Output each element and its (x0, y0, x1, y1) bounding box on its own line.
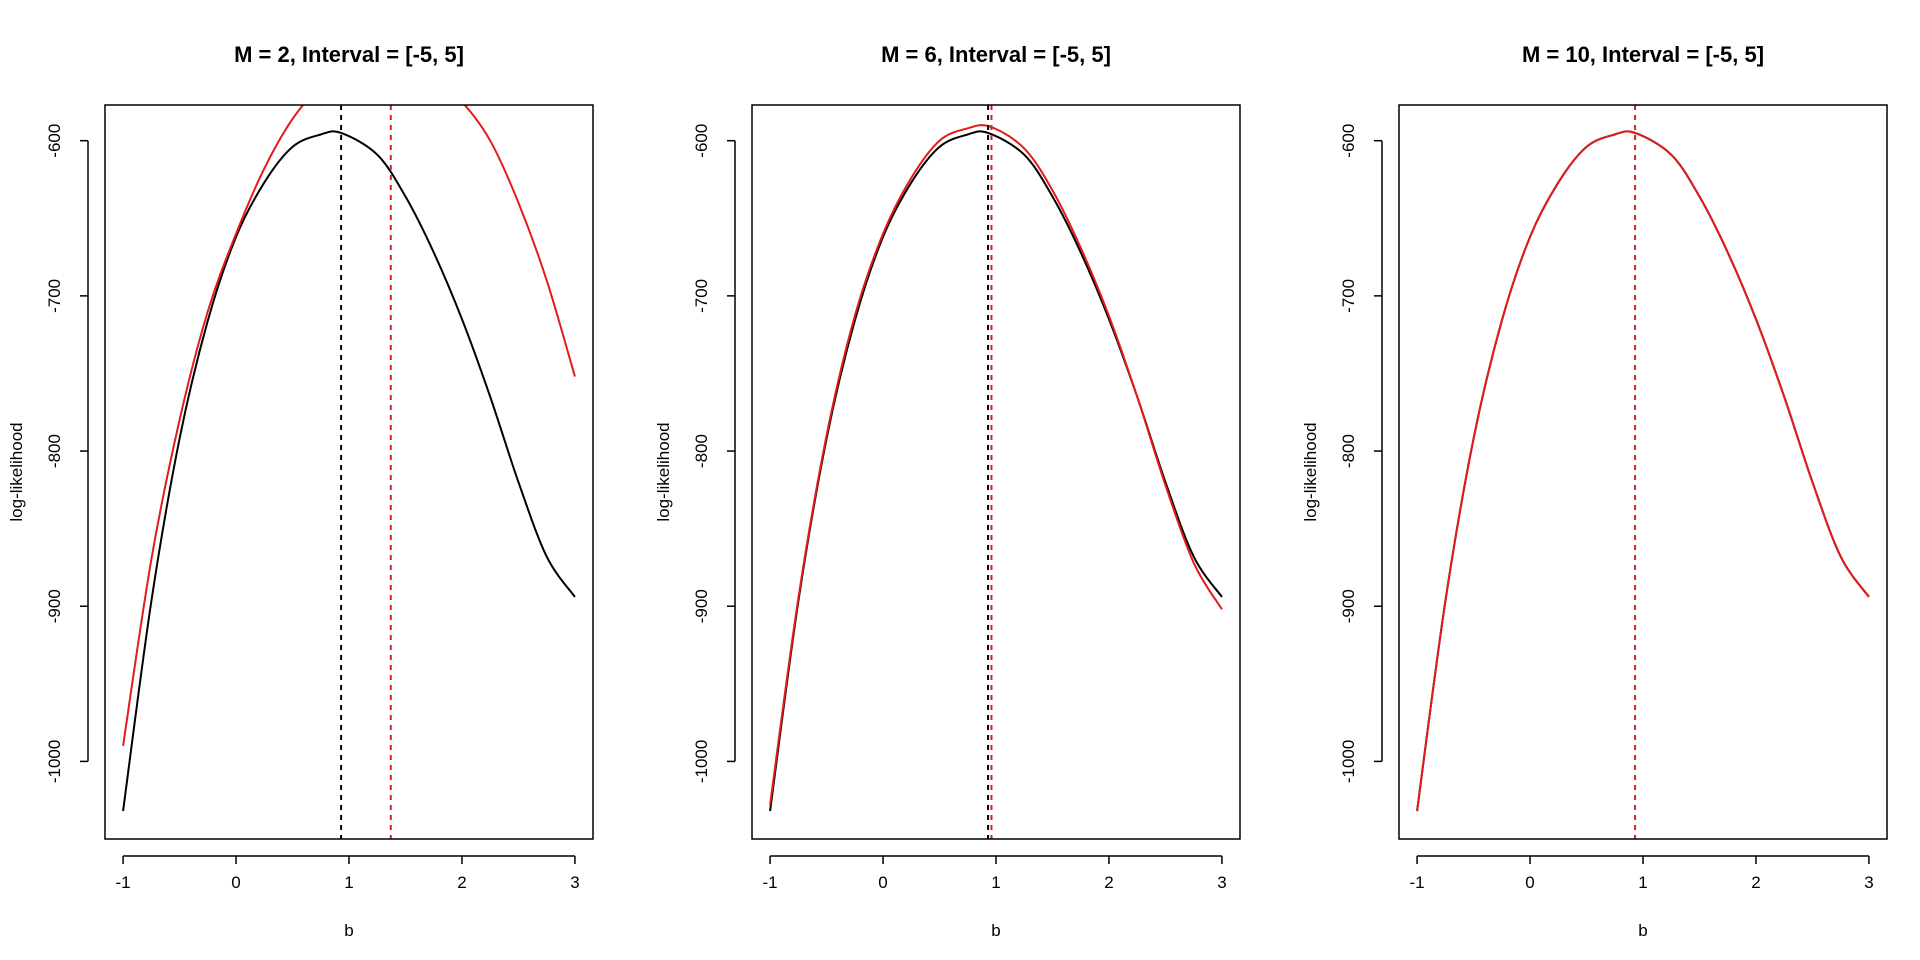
plot-frame (104, 104, 594, 840)
x-tick-label: 0 (1525, 873, 1534, 892)
x-tick-label: 2 (1751, 873, 1760, 892)
x-tick-label: 3 (1217, 873, 1226, 892)
series-line-2 (1416, 130, 1870, 812)
y-tick-label: -700 (1339, 279, 1358, 313)
chart-title: M = 10, Interval = [-5, 5] (1522, 42, 1764, 67)
x-tick-label: 2 (1104, 873, 1113, 892)
y-tick-label: -800 (1339, 434, 1358, 468)
chart-title: M = 2, Interval = [-5, 5] (234, 42, 464, 67)
y-tick-label: -900 (692, 589, 711, 623)
x-tick-label: 0 (878, 873, 887, 892)
plot-frame (1398, 104, 1888, 840)
chart-title: M = 6, Interval = [-5, 5] (881, 42, 1111, 67)
y-axis-label: log-likelihood (7, 422, 26, 521)
plot-frame (751, 104, 1241, 840)
x-axis-label: b (991, 921, 1000, 940)
y-axis-label: log-likelihood (1301, 422, 1320, 521)
x-axis-label: b (1638, 921, 1647, 940)
plot-area (1416, 105, 1870, 839)
y-tick-label: -700 (692, 279, 711, 313)
x-axis-label: b (344, 921, 353, 940)
x-tick-label: -1 (763, 873, 778, 892)
x-tick-label: 1 (991, 873, 1000, 892)
y-tick-label: -900 (45, 589, 64, 623)
x-tick-label: 1 (1638, 873, 1647, 892)
y-tick-label: -600 (45, 124, 64, 158)
x-tick-label: 1 (344, 873, 353, 892)
chart-panel-3: M = 10, Interval = [-5, 5] -1 0 1 2 3 b -1000 -9… (1301, 42, 1888, 940)
y-tick-label: -1000 (45, 740, 64, 783)
plot-area (769, 105, 1223, 839)
x-tick-label: 3 (1864, 873, 1873, 892)
y-tick-label: -800 (692, 434, 711, 468)
series-line-1 (122, 130, 576, 812)
y-tick-label: -600 (1339, 124, 1358, 158)
x-tick-label: 3 (570, 873, 579, 892)
y-tick-label: -800 (45, 434, 64, 468)
x-tick-label: -1 (116, 873, 131, 892)
series-line-2 (122, 105, 576, 747)
series-line-2 (769, 124, 1223, 805)
y-tick-label: -600 (692, 124, 711, 158)
series-line-1 (769, 130, 1223, 812)
plot-area (122, 105, 576, 839)
y-axis-label: log-likelihood (654, 422, 673, 521)
x-tick-label: -1 (1410, 873, 1425, 892)
x-tick-label: 0 (231, 873, 240, 892)
chart-panel-2: M = 6, Interval = [-5, 5] -1 0 1 2 3 b -1000 -90… (654, 42, 1241, 940)
series-line-1 (1416, 130, 1870, 812)
y-tick-label: -1000 (1339, 740, 1358, 783)
y-tick-label: -1000 (692, 740, 711, 783)
chart-panel-1: M = 2, Interval = [-5, 5] -1 0 1 2 3 b -1000 -90… (7, 42, 594, 940)
y-tick-label: -900 (1339, 589, 1358, 623)
y-tick-label: -700 (45, 279, 64, 313)
x-tick-label: 2 (457, 873, 466, 892)
